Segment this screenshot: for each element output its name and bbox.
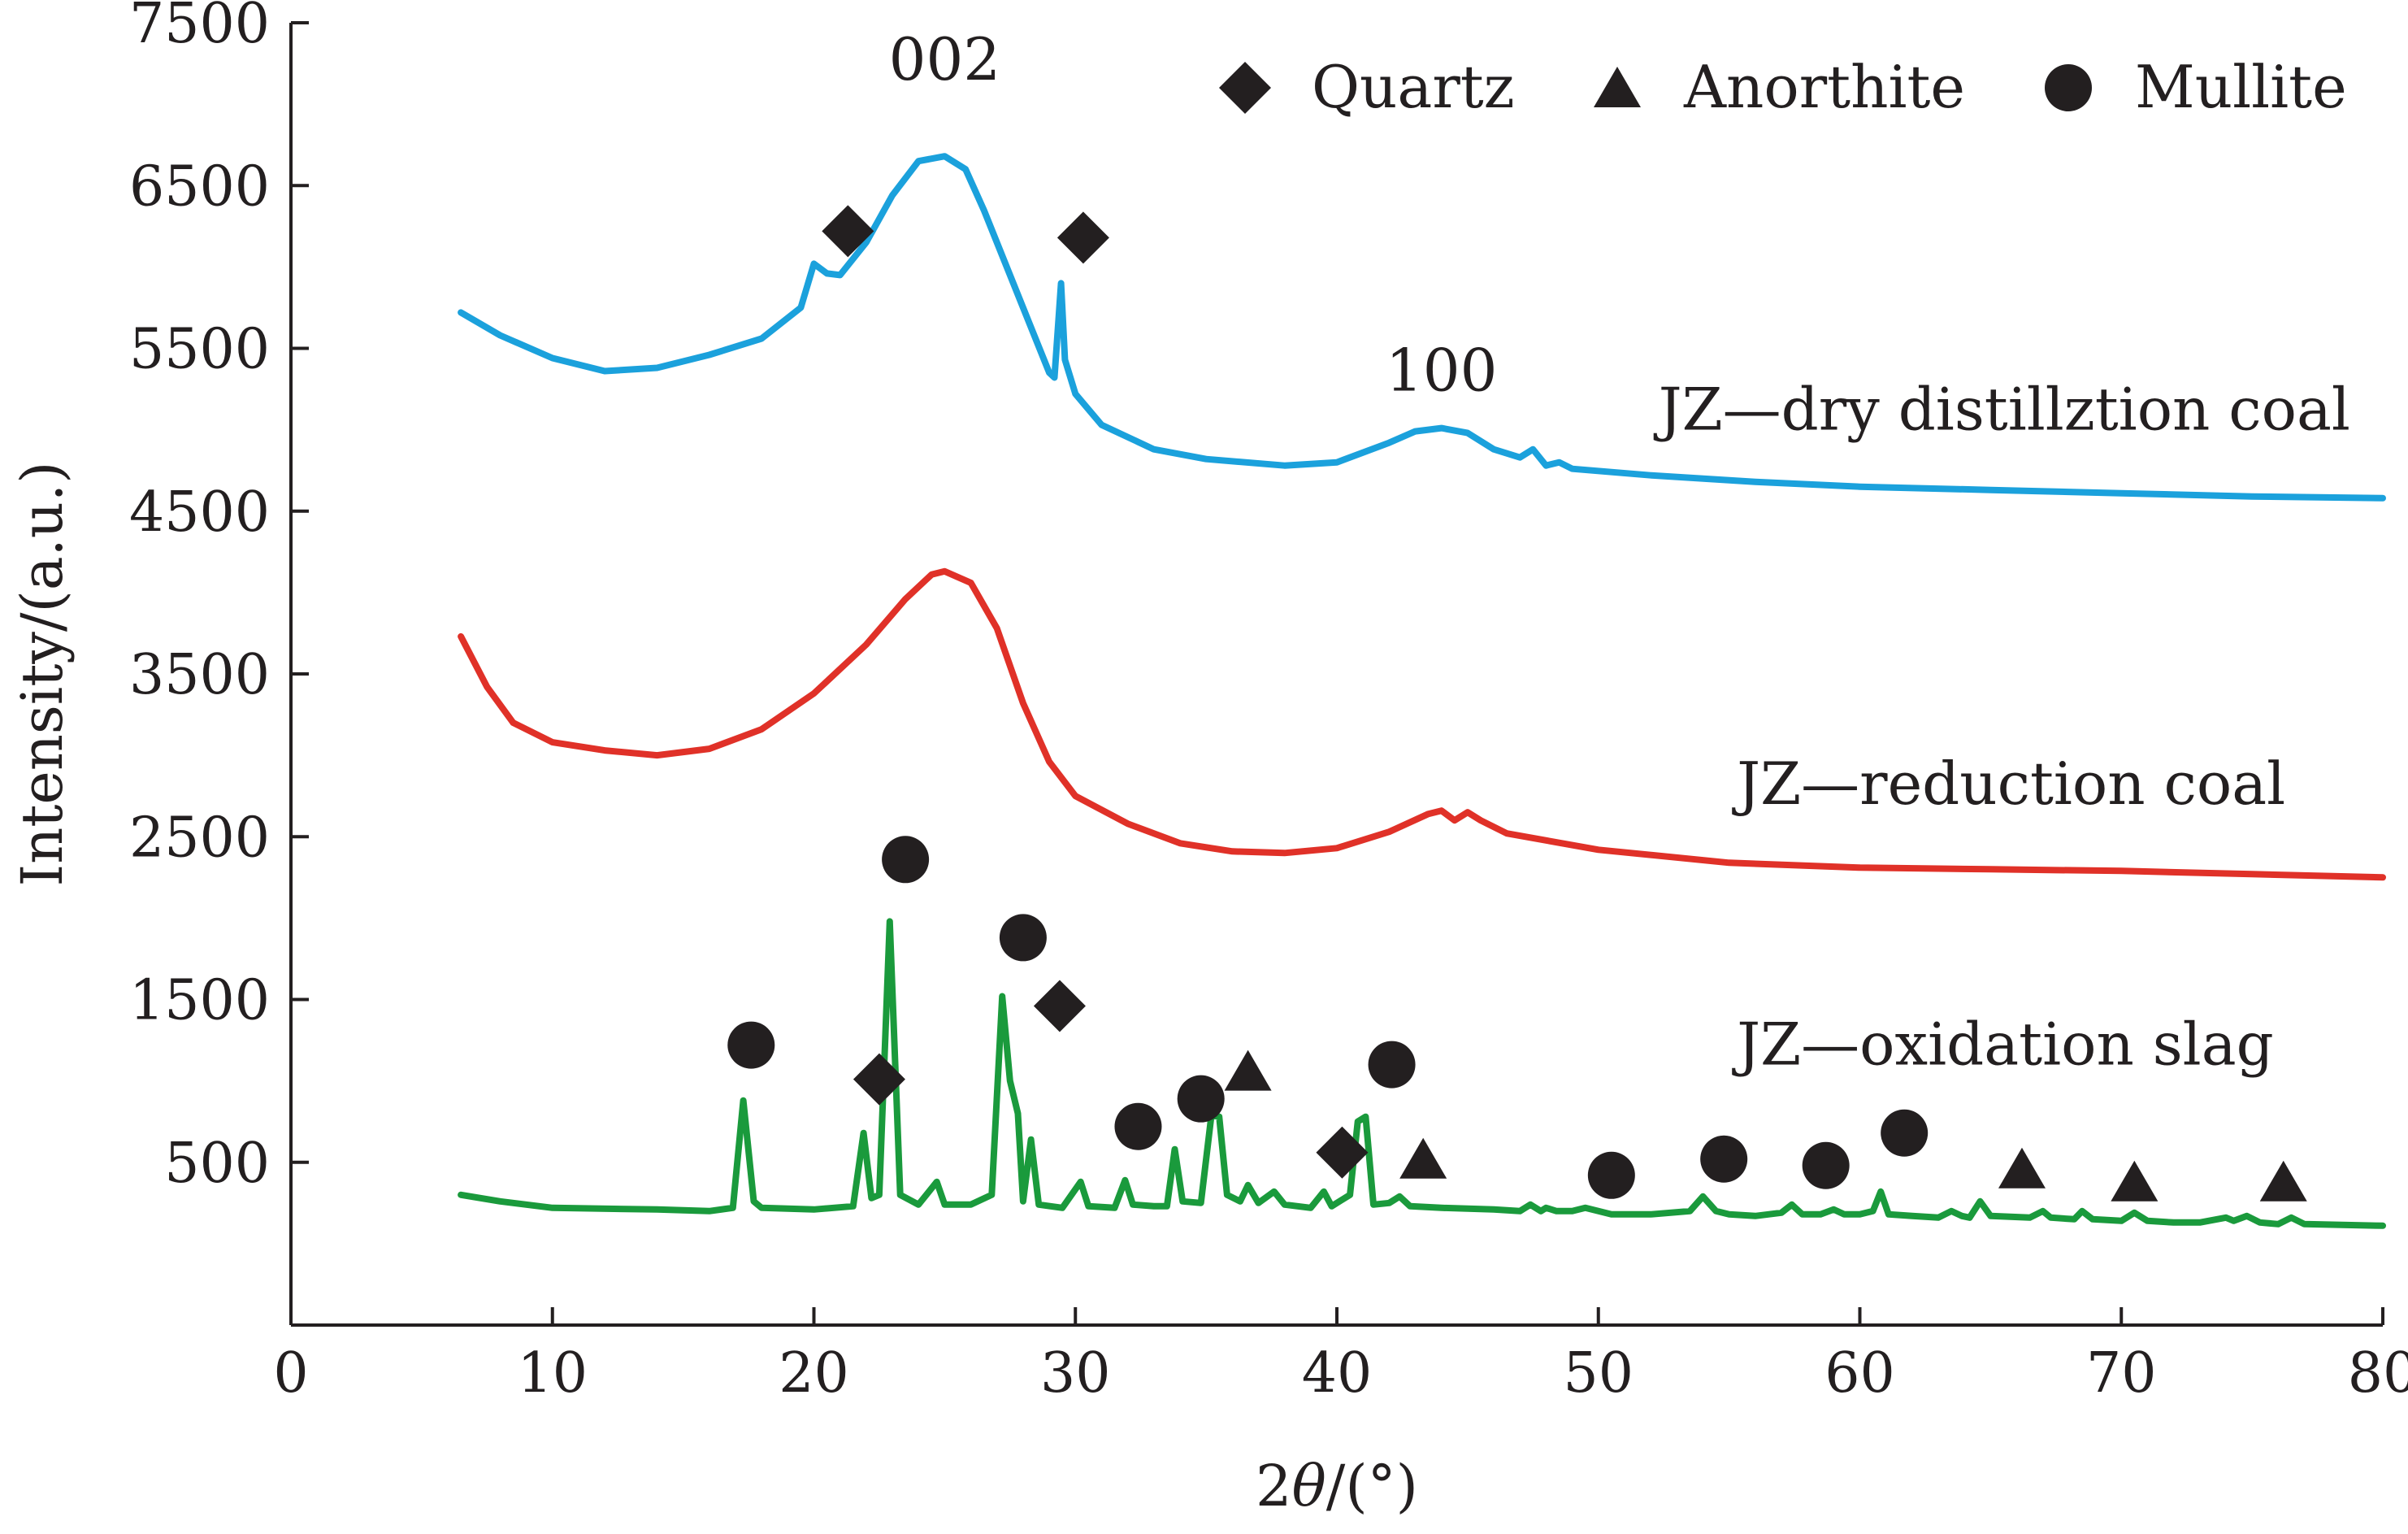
x-axis-title: 2θ/(°) [1256, 1453, 1418, 1519]
series-label-1: JZ—reduction coal [1731, 750, 2285, 818]
y-tick-label: 2500 [129, 806, 270, 870]
series-2-diamond-marker-4 [1033, 980, 1086, 1032]
series-2-circle-marker-11 [1587, 1151, 1635, 1199]
legend-triangle-icon [1594, 67, 1641, 107]
series-2-circle-marker-12 [1700, 1135, 1748, 1183]
y-tick-label: 5500 [129, 318, 270, 382]
series-line-2 [458, 918, 2386, 1229]
series-line-0 [458, 153, 2386, 502]
x-tick-label: 80 [2348, 1341, 2408, 1406]
series-2-circle-marker-14 [1881, 1109, 1929, 1157]
series-2-circle-marker-2 [882, 836, 930, 884]
series-2-diamond-marker-1 [853, 1053, 905, 1106]
series-2-triangle-marker-7 [1224, 1049, 1272, 1091]
x-tick-label: 30 [1040, 1341, 1111, 1406]
legend-circle-icon [2045, 64, 2092, 111]
series-2-circle-marker-13 [1802, 1141, 1850, 1189]
series-2-circle-marker-3 [999, 914, 1047, 962]
x-tick-label: 70 [2086, 1341, 2157, 1406]
x-tick-label: 40 [1302, 1341, 1373, 1406]
peak-label-1: 100 [1386, 337, 1497, 405]
series-label-2: JZ—oxidation slag [1731, 1010, 2273, 1079]
x-tick-label: 20 [779, 1341, 849, 1406]
axes: 0 10 20 30 40 50 60 70 80 500 1500 2500 3500 4500 5500… [9, 0, 2408, 1519]
legend-diamond-icon [1219, 62, 1271, 114]
legend: Quartz Anorthite Mullite [1219, 53, 2347, 121]
x-axis-title-prefix: 2 [1256, 1453, 1292, 1519]
series-2-circle-marker-6 [1177, 1075, 1225, 1123]
series-2-circle-marker-5 [1114, 1102, 1162, 1150]
y-tick-label: 7500 [129, 0, 270, 56]
series-2-circle-marker-9 [1368, 1041, 1416, 1089]
series-2-triangle-marker-10 [1399, 1137, 1447, 1179]
series-2-triangle-marker-17 [2259, 1160, 2307, 1202]
marker-layer [727, 205, 2307, 1202]
x-axis-title-suffix: /(°) [1326, 1453, 1418, 1519]
peak-label-0: 002 [889, 25, 1000, 93]
label-layer: JZ—dry distillztion coal JZ—reduction coa… [889, 25, 2350, 1079]
series-label-0: JZ—dry distillztion coal [1653, 376, 2350, 444]
x-tick-label: 10 [517, 1341, 588, 1406]
series-line-1 [458, 567, 2386, 881]
x-axis-title-theta: θ [1292, 1453, 1326, 1519]
y-tick-label: 3500 [129, 643, 270, 707]
legend-label-1: Anorthite [1683, 53, 1965, 121]
y-tick-label: 1500 [129, 969, 270, 1033]
y-axis-title: Intensity/(a.u.) [9, 462, 76, 887]
y-tick-label: 6500 [129, 154, 270, 219]
series-2-triangle-marker-15 [1998, 1147, 2046, 1189]
x-tick-label: 50 [1563, 1341, 1634, 1406]
legend-label-2: Mullite [2135, 53, 2347, 121]
x-tick-label: 60 [1824, 1341, 1895, 1406]
series-2-triangle-marker-16 [2111, 1160, 2159, 1202]
series-0-diamond-marker-1 [1056, 211, 1109, 264]
series-0-diamond-marker-0 [822, 205, 874, 258]
series-2-diamond-marker-8 [1316, 1126, 1369, 1179]
series-layer [458, 153, 2386, 1229]
x-tick-label: 0 [273, 1341, 308, 1406]
y-tick-label: 4500 [129, 480, 270, 545]
series-2-circle-marker-0 [727, 1021, 775, 1069]
y-tick-label: 500 [164, 1132, 270, 1196]
legend-label-0: Quartz [1312, 53, 1515, 121]
